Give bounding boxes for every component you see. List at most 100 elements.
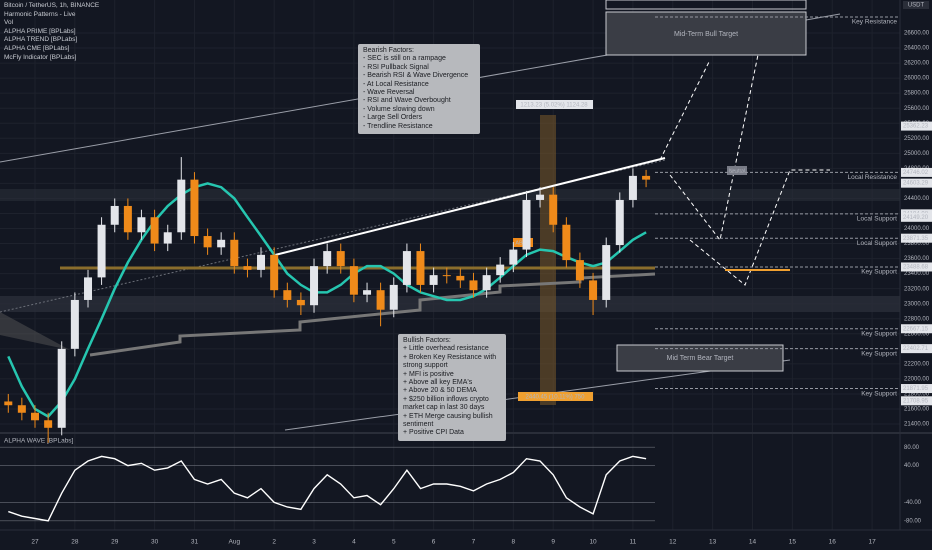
level-label: Local Support	[857, 240, 897, 247]
x-tick-label: 27	[31, 539, 39, 546]
candle-body	[97, 224, 106, 278]
factor: - Large Sell Orders	[363, 114, 423, 122]
y-tick-label: 26200.00	[904, 61, 930, 67]
signal-box	[727, 166, 747, 175]
x-tick-label: 17	[868, 539, 876, 546]
candle-body	[482, 275, 491, 291]
factor: + ETH Merge causing bullish sentiment	[403, 412, 493, 429]
legend: Bitcoin / TetherUS, 1h, BINANCE Harmonic…	[4, 2, 99, 62]
level-label: Key Support	[861, 350, 897, 357]
candle-body	[642, 175, 651, 180]
indicator-line	[7, 182, 647, 419]
candle-body	[549, 194, 558, 225]
y-tick-label: 26600.00	[904, 31, 930, 37]
factor: + Above 20 & 50 DEMA	[403, 387, 477, 395]
x-tick-label: 31	[191, 539, 199, 546]
candle-body	[283, 290, 292, 300]
stepped-line	[89, 272, 656, 357]
indicator-name: ALPHA PRIME [BPLabs]	[4, 27, 76, 35]
candle-body	[310, 266, 319, 306]
candle-body	[150, 217, 159, 244]
factor: - Volume slowing down	[363, 105, 435, 113]
price-label-box	[901, 212, 932, 222]
candle-body	[402, 251, 411, 285]
x-tick-label: 16	[829, 539, 837, 546]
measure-label: 2440.45 (10.11%) 750	[526, 395, 586, 401]
candle-body	[110, 205, 119, 225]
bull-target-box	[605, 11, 807, 56]
y-tick-label: 23400.00	[904, 271, 930, 277]
candle-body	[177, 179, 186, 233]
candle-body	[163, 232, 172, 244]
price-label-box	[901, 384, 932, 394]
candle-body	[522, 199, 531, 250]
y-tick-label: 80.00	[904, 445, 920, 451]
candle-body	[575, 260, 584, 281]
candle-body	[589, 280, 598, 300]
factor: + Broken Key Resistance with strong supp…	[403, 353, 497, 370]
bull-target-box-top	[605, 0, 807, 10]
candle-body	[602, 245, 611, 300]
factor: - Trendline Resistance	[363, 122, 433, 130]
candle-body	[217, 239, 226, 248]
factor: - At Local Resistance	[363, 80, 429, 88]
candle-body	[243, 266, 252, 270]
support-zone	[0, 189, 900, 201]
measure-label: 1213.23 (5.02%) 1124.28	[520, 103, 588, 109]
factor: + Above all key EMA's	[403, 379, 473, 387]
y-tick-label: 25600.00	[904, 106, 930, 112]
factor: - Bearish RSI & Wave Divergence	[363, 72, 469, 80]
factor: + Little overhead resistance	[403, 345, 489, 353]
candle-body	[296, 299, 305, 306]
candle-body	[203, 236, 212, 248]
candle-body	[336, 251, 345, 267]
candle-body	[123, 205, 132, 233]
y-tick-label: 21400.00	[904, 422, 930, 428]
currency-label: USDT	[908, 3, 925, 9]
x-tick-label: 28	[71, 539, 79, 546]
projection	[659, 44, 830, 286]
measure-box	[518, 392, 593, 401]
y-tick-label: -40.00	[904, 500, 922, 506]
price-label: 21708.95	[903, 398, 929, 404]
candle-body	[190, 179, 199, 237]
factor: + Positive CPI Data	[403, 429, 464, 437]
price-label: 25362.23	[903, 124, 929, 130]
indicator-name: McFly Indicator [BPLabs]	[4, 53, 77, 61]
y-tick-label: 23800.00	[904, 241, 930, 247]
x-tick-label: 11	[630, 539, 637, 546]
candle-body	[496, 264, 505, 276]
x-tick-label: 14	[749, 539, 757, 546]
candle-body	[442, 275, 451, 277]
price-label: 23871.35	[903, 236, 929, 242]
x-tick-label: 29	[111, 539, 119, 546]
indicator-name: Harmonic Patterns - Live	[4, 10, 76, 18]
target-label: Mid Term Bear Target	[667, 355, 734, 362]
bearish-box: Bearish Factors: - SEC is still on a ram…	[358, 44, 480, 135]
level-label: Local Resistance	[848, 174, 898, 181]
trendline	[274, 157, 666, 256]
candle-body	[57, 348, 66, 428]
price-label-box	[901, 344, 932, 354]
y-tick-label: -80.00	[904, 518, 922, 524]
factor: - RSI and Wave Overbought	[363, 97, 451, 105]
x-tick-label: 30	[151, 539, 159, 546]
candle-body	[416, 251, 425, 285]
candle-body	[84, 277, 93, 300]
x-tick-label: 12	[669, 539, 677, 546]
candle-body	[230, 239, 239, 267]
price-label: 24603.29	[903, 181, 929, 187]
factor: - RSI Pullback Signal	[363, 63, 429, 71]
price-label-box	[901, 178, 932, 188]
y-tick-label: 22600.00	[904, 331, 930, 337]
x-tick-label: 5	[392, 539, 396, 546]
candle-body	[44, 420, 53, 428]
candle-body	[349, 266, 358, 295]
candle-body	[509, 249, 518, 265]
candle-body	[562, 224, 571, 261]
y-tick-label: 25000.00	[904, 151, 930, 157]
y-tick-label: 23200.00	[904, 286, 930, 292]
candle-body	[270, 254, 279, 291]
candle-body	[17, 405, 26, 413]
